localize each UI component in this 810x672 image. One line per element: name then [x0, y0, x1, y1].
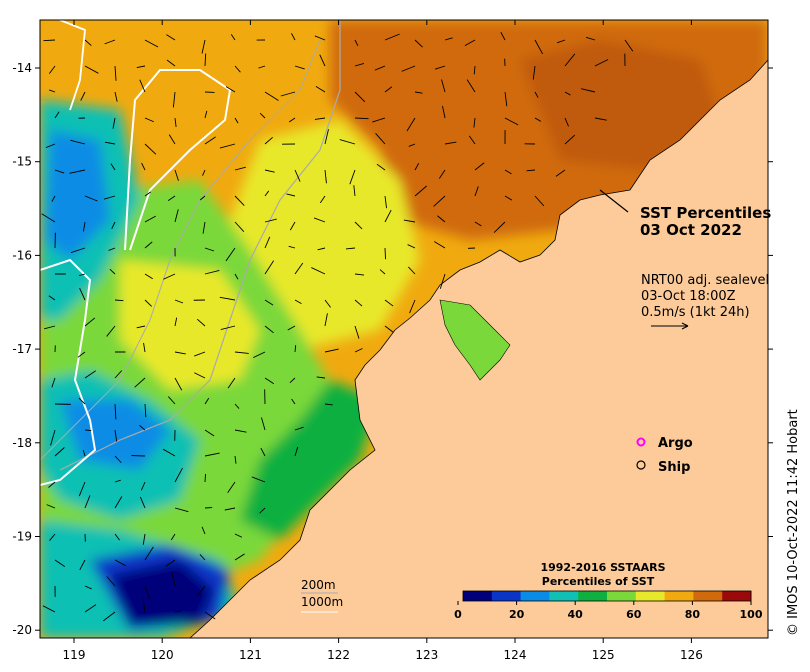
lon-tick-label: 121	[239, 648, 262, 662]
lon-tick-label: 125	[592, 648, 615, 662]
colorbar-tick-label: 80	[685, 608, 701, 621]
colorbar-swatch	[578, 591, 608, 601]
colorbar-title-line2: Percentiles of SST	[542, 575, 655, 588]
current-vectors	[41, 32, 634, 622]
lon-tick-label: 119	[63, 648, 86, 662]
lat-tick-label: -17	[12, 342, 32, 356]
lat-tick-label: -15	[12, 155, 32, 169]
current-info-line2: 03-Oct 18:00Z	[641, 289, 736, 304]
lon-tick-label: 123	[415, 648, 438, 662]
lon-tick-label: 120	[151, 648, 174, 662]
colorbar-swatch	[549, 591, 579, 601]
scale-arrow-icon	[651, 322, 689, 330]
map-title-line2: 03 Oct 2022	[640, 221, 742, 239]
colorbar-tick-label: 60	[626, 608, 642, 621]
lat-tick-label: -18	[12, 436, 32, 450]
ship-marker-icon	[636, 460, 646, 470]
colorbar: 1992-2016 SSTAARS Percentiles of SST 0 20…	[454, 561, 763, 621]
lat-tick-label: -20	[12, 623, 32, 637]
plot-frame	[39, 19, 769, 639]
imos-credit: © IMOS 10-Oct-2022 11:42 Hobart	[786, 409, 801, 636]
lon-tick-label: 124	[504, 648, 527, 662]
colorbar-swatch	[463, 591, 493, 601]
lat-tick-label: -16	[12, 248, 32, 262]
longitude-axis: 119 120 121 122 123 124 125 126	[63, 20, 703, 662]
colorbar-swatch	[664, 591, 694, 601]
argo-marker-icon	[636, 437, 646, 447]
colorbar-tick-label: 0	[454, 608, 462, 621]
lon-tick-label: 126	[680, 648, 703, 662]
map-plot-area	[40, 20, 768, 638]
lat-tick-label: -14	[12, 61, 32, 75]
colorbar-swatch	[491, 591, 522, 601]
colorbar-tick-label: 20	[509, 608, 525, 621]
legend-argo-label: Argo	[658, 436, 693, 451]
colorbar-swatch	[722, 591, 752, 601]
colorbar-swatch	[520, 591, 550, 601]
colorbar-tick-label: 100	[740, 608, 763, 621]
depth-label-200m: 200m	[301, 578, 336, 592]
colorbar-swatch	[635, 591, 666, 601]
depth-label-1000m: 1000m	[301, 595, 343, 609]
colorbar-swatch	[693, 591, 723, 601]
colorbar-swatch	[607, 591, 637, 601]
current-info-line3: 0.5m/s (1kt 24h)	[641, 305, 750, 320]
lat-tick-label: -19	[12, 530, 32, 544]
lon-tick-label: 122	[327, 648, 350, 662]
map-title-line1: SST Percentiles	[640, 204, 771, 222]
colorbar-tick-label: 40	[568, 608, 584, 621]
current-info-line1: NRT00 adj. sealevel	[641, 273, 769, 288]
legend-ship-label: Ship	[658, 460, 690, 475]
latitude-axis: -14 -15 -16 -17 -18 -19 -20	[12, 61, 773, 637]
colorbar-title-line1: 1992-2016 SSTAARS	[540, 561, 665, 574]
